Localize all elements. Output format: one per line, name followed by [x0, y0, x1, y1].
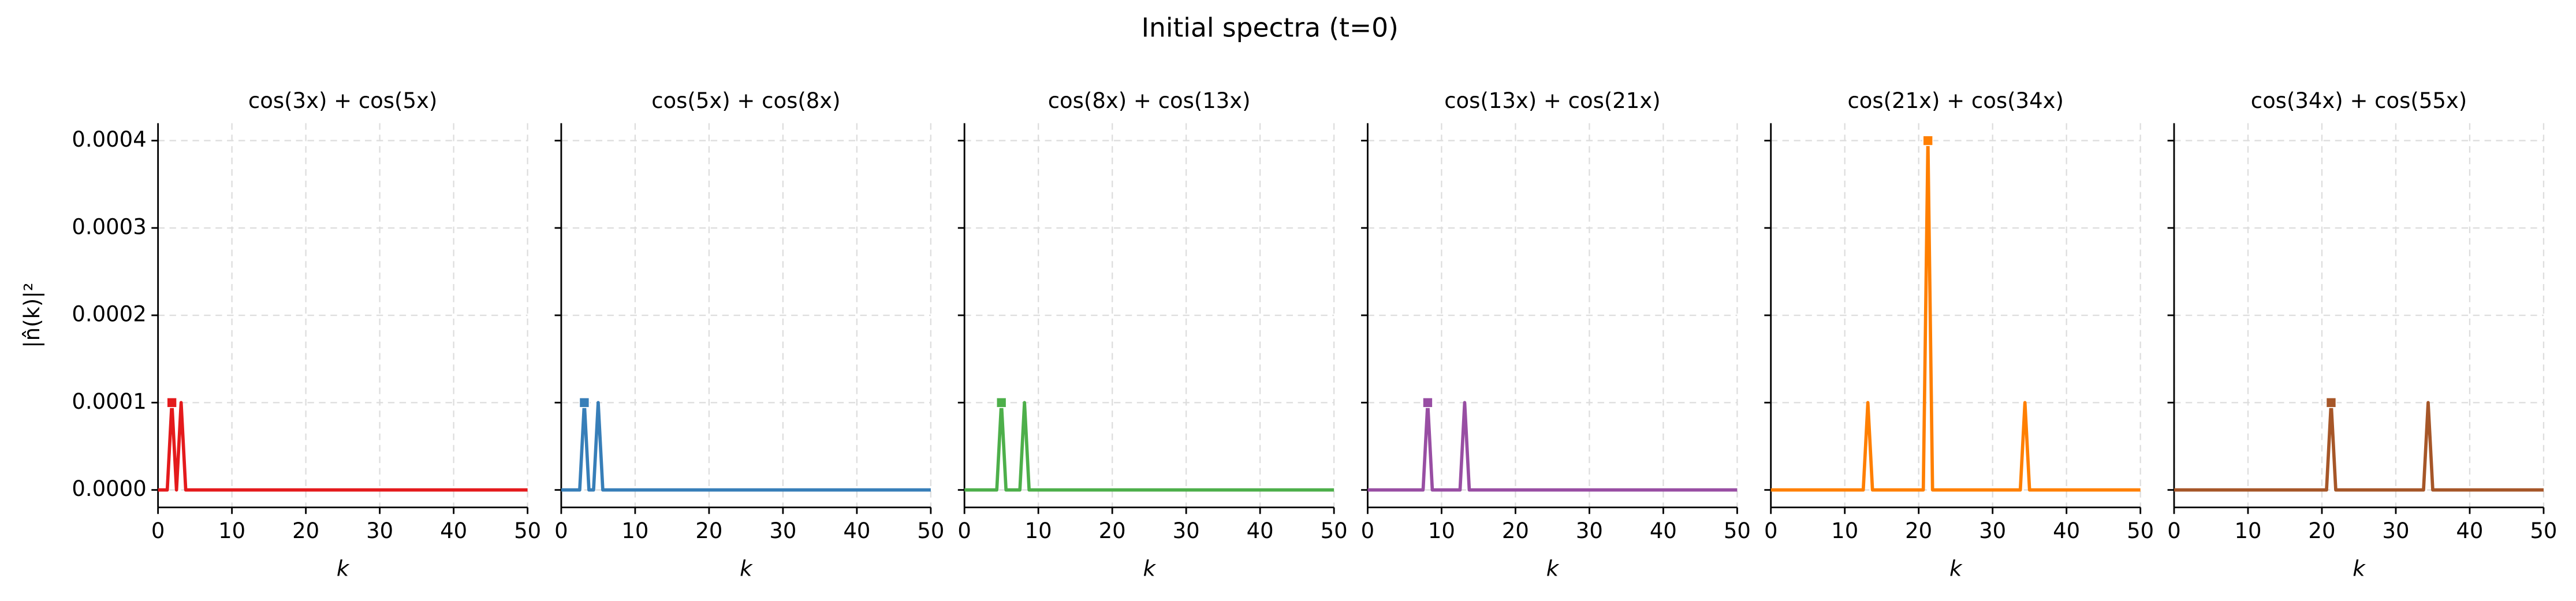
- figure-title: Initial spectra (t=0): [1142, 13, 1399, 43]
- x-tick-label: 40: [843, 518, 870, 543]
- x-tick-label: 50: [917, 518, 944, 543]
- x-tick-label: 10: [621, 518, 648, 543]
- subplot: 0 10 20 30 40 50 cos(5x) + cos(8x) k: [554, 88, 944, 581]
- y-axis-label: |n̂(k)|²: [20, 282, 45, 348]
- peak-marker: [2325, 397, 2337, 408]
- subplot-title: cos(34x) + cos(55x): [2251, 88, 2467, 113]
- data-line: [1367, 401, 1738, 492]
- x-tick-label: 20: [695, 518, 722, 543]
- subplot-title: cos(13x) + cos(21x): [1444, 88, 1660, 113]
- x-axis-label: k: [1949, 556, 1963, 581]
- peak-marker: [579, 397, 590, 408]
- x-tick-label: 0: [1361, 518, 1375, 543]
- x-tick-label: 50: [1724, 518, 1751, 543]
- x-tick-label: 40: [2456, 518, 2483, 543]
- x-tick-label: 40: [440, 518, 467, 543]
- peak-marker: [1922, 135, 1934, 146]
- x-tick-label: 50: [2127, 518, 2154, 543]
- x-tick-label: 0: [554, 518, 568, 543]
- subplot: 0 10 20 30 40 50 cos(34x) + cos(55x) k: [2167, 88, 2557, 581]
- x-tick-label: 50: [1321, 518, 1348, 543]
- x-tick-label: 0: [1764, 518, 1778, 543]
- subplot-title: cos(21x) + cos(34x): [1847, 88, 2063, 113]
- subplot: 0.0000 0.0001 0.0002 0.0003 0.0004 0 10 20 30 40 5…: [20, 88, 541, 581]
- y-tick-label: 0.0002: [72, 302, 146, 327]
- data-line: [2174, 401, 2544, 492]
- peak-marker: [996, 397, 1007, 408]
- x-tick-label: 10: [2234, 518, 2261, 543]
- subplot-title: cos(5x) + cos(8x): [651, 88, 840, 113]
- x-tick-label: 50: [514, 518, 541, 543]
- x-tick-label: 10: [1831, 518, 1858, 543]
- x-tick-label: 20: [1905, 518, 1932, 543]
- x-tick-label: 20: [1099, 518, 1126, 543]
- data-line: [561, 401, 931, 492]
- x-axis-label: k: [740, 556, 753, 581]
- x-tick-label: 40: [1650, 518, 1677, 543]
- data-line: [158, 401, 528, 492]
- x-tick-label: 30: [1173, 518, 1200, 543]
- x-axis-label: k: [1546, 556, 1560, 581]
- x-tick-label: 20: [2308, 518, 2335, 543]
- y-tick-label: 0.0004: [72, 127, 146, 152]
- subplot-title: cos(3x) + cos(5x): [248, 88, 437, 113]
- x-tick-label: 30: [2382, 518, 2409, 543]
- x-tick-label: 10: [218, 518, 245, 543]
- x-axis-label: k: [337, 556, 350, 581]
- x-tick-label: 30: [1576, 518, 1603, 543]
- x-tick-label: 30: [1979, 518, 2006, 543]
- x-tick-label: 50: [2530, 518, 2557, 543]
- x-tick-label: 0: [957, 518, 971, 543]
- peak-marker: [166, 397, 178, 408]
- x-tick-label: 40: [2053, 518, 2080, 543]
- subplot: 0 10 20 30 40 50 cos(8x) + cos(13x) k: [957, 88, 1347, 581]
- x-tick-label: 0: [2167, 518, 2181, 543]
- x-axis-label: k: [1143, 556, 1156, 581]
- y-tick-label: 0.0000: [72, 476, 146, 501]
- x-tick-label: 20: [1502, 518, 1529, 543]
- subplot-title: cos(8x) + cos(13x): [1048, 88, 1251, 113]
- data-line: [964, 401, 1334, 492]
- x-tick-label: 10: [1025, 518, 1052, 543]
- subplot: 0 10 20 30 40 50 cos(13x) + cos(21x) k: [1361, 88, 1751, 581]
- x-axis-label: k: [2353, 556, 2366, 581]
- x-tick-label: 30: [366, 518, 393, 543]
- x-tick-label: 40: [1247, 518, 1274, 543]
- x-tick-label: 30: [769, 518, 796, 543]
- y-tick-label: 0.0003: [72, 214, 146, 239]
- x-tick-label: 20: [292, 518, 319, 543]
- subplot: 0 10 20 30 40 50 cos(21x) + cos(34x) k: [1764, 88, 2154, 581]
- x-tick-label: 10: [1428, 518, 1455, 543]
- y-tick-label: 0.0001: [72, 389, 146, 414]
- x-tick-label: 0: [151, 518, 165, 543]
- peak-marker: [1422, 397, 1433, 408]
